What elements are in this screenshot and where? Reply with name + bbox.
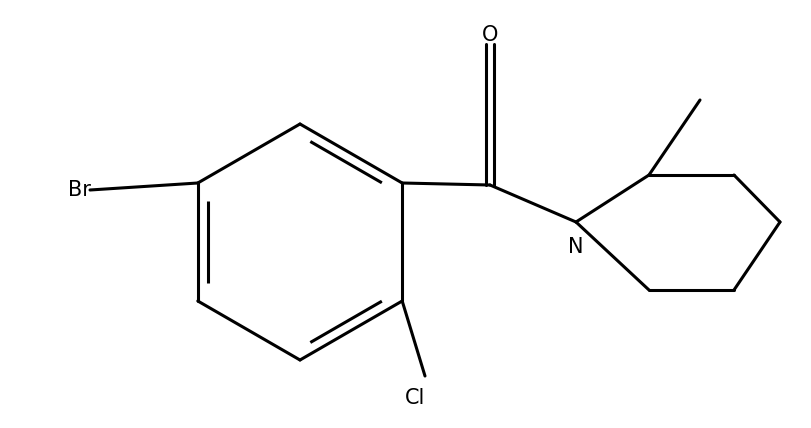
Text: Cl: Cl bbox=[405, 388, 425, 408]
Text: N: N bbox=[568, 237, 583, 257]
Text: O: O bbox=[481, 25, 498, 45]
Text: Br: Br bbox=[68, 180, 91, 200]
